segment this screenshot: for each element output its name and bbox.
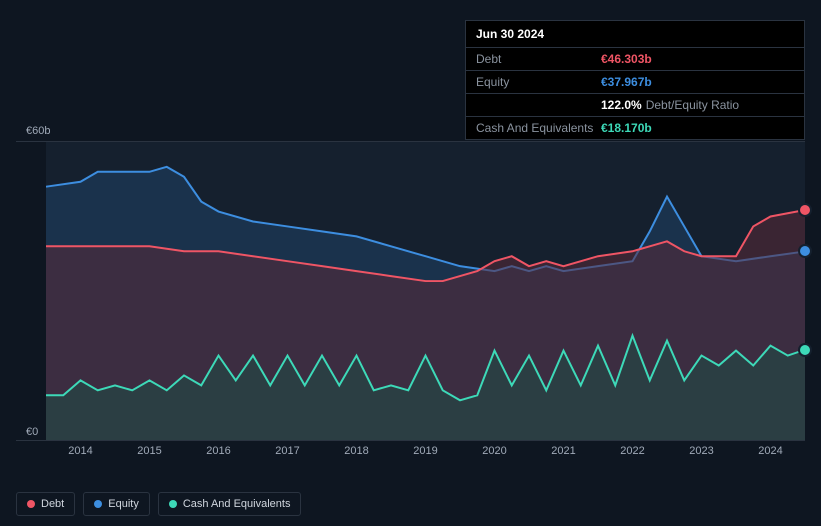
tooltip-row-label: Equity — [476, 75, 601, 89]
chart-area: €60b €0 20142015201620172018201920202021… — [16, 125, 805, 470]
series-end-dot — [800, 345, 810, 355]
x-tick: 2020 — [482, 445, 506, 457]
x-tick: 2021 — [551, 445, 575, 457]
legend-label: Equity — [108, 498, 139, 510]
tooltip-row-ratio: 122.0% — [601, 98, 642, 112]
x-tick: 2014 — [68, 445, 92, 457]
series-end-dot — [800, 246, 810, 256]
tooltip-date: Jun 30 2024 — [466, 21, 804, 47]
legend-dot — [169, 500, 177, 508]
x-tick: 2023 — [689, 445, 713, 457]
legend-dot — [27, 500, 35, 508]
x-tick: 2018 — [344, 445, 368, 457]
tooltip-row: Equity€37.967b — [466, 70, 804, 93]
x-tick: 2016 — [206, 445, 230, 457]
tooltip-row-value: €18.170b — [601, 121, 652, 135]
legend-item[interactable]: Cash And Equivalents — [158, 492, 302, 516]
y-label-bottom: €0 — [26, 426, 38, 438]
x-tick: 2017 — [275, 445, 299, 457]
legend-dot — [94, 500, 102, 508]
tooltip-row-ratio-label: Debt/Equity Ratio — [646, 98, 739, 112]
plot-wrapper: €0 — [16, 141, 805, 441]
chart-container: Jun 30 2024 Debt€46.303bEquity€37.967b12… — [0, 0, 821, 526]
legend-label: Debt — [41, 498, 64, 510]
legend: Debt Equity Cash And Equivalents — [16, 492, 301, 516]
x-axis: 2014 2015 2016 2017 2018 2019 2020 2021 2022 2023… — [46, 441, 805, 461]
tooltip-row-value: €37.967b — [601, 75, 652, 89]
tooltip-row-label: Debt — [476, 52, 601, 66]
legend-item[interactable]: Debt — [16, 492, 75, 516]
plot[interactable] — [46, 142, 805, 440]
x-tick: 2019 — [413, 445, 437, 457]
series-end-dot — [800, 205, 810, 215]
tooltip-row-value: €46.303b — [601, 52, 652, 66]
tooltip-row: Cash And Equivalents€18.170b — [466, 116, 804, 139]
hover-tooltip: Jun 30 2024 Debt€46.303bEquity€37.967b12… — [465, 20, 805, 140]
tooltip-row: Debt€46.303b — [466, 47, 804, 70]
legend-label: Cash And Equivalents — [183, 498, 291, 510]
x-tick: 2024 — [758, 445, 782, 457]
legend-item[interactable]: Equity — [83, 492, 150, 516]
x-tick: 2022 — [620, 445, 644, 457]
tooltip-row: 122.0% Debt/Equity Ratio — [466, 93, 804, 116]
x-tick: 2015 — [137, 445, 161, 457]
tooltip-row-label: Cash And Equivalents — [476, 121, 601, 135]
